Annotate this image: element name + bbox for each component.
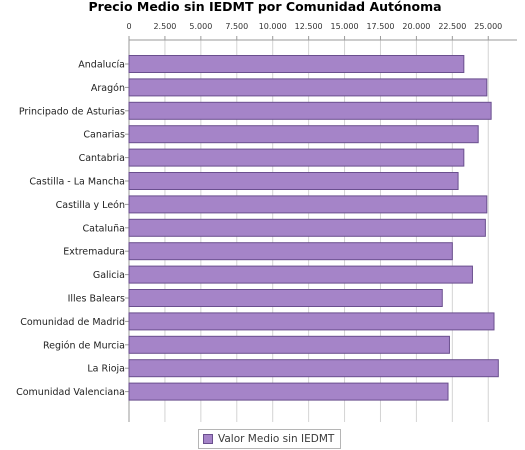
- bar: [128, 148, 465, 167]
- category-label: Canarias: [83, 130, 125, 141]
- x-tick-label: 22.500: [438, 22, 466, 31]
- x-tick-label: 5.000: [189, 22, 212, 31]
- legend-label: Valor Medio sin IEDMT: [218, 433, 335, 445]
- chart-title: Precio Medio sin IEDMT por Comunidad Aut…: [88, 0, 442, 14]
- category-label: Galicia: [93, 270, 125, 281]
- category-label: Andalucía: [78, 60, 125, 71]
- category-label: Comunidad de Madrid: [20, 317, 125, 328]
- x-tick-label: 20.000: [402, 22, 430, 31]
- x-tick-label: 0: [126, 22, 131, 31]
- bar: [128, 195, 488, 214]
- bar: [128, 312, 495, 331]
- category-label: Extremadura: [63, 247, 125, 258]
- category-label: Cantabria: [79, 153, 125, 164]
- bar: [128, 78, 488, 97]
- x-tick-label: 17.500: [366, 22, 394, 31]
- bar: [128, 289, 443, 307]
- category-label: Comunidad Valenciana: [16, 387, 125, 398]
- category-label: Cataluña: [82, 223, 125, 234]
- x-tick-label: 7.500: [225, 22, 248, 31]
- bar: [128, 335, 450, 354]
- x-tick-label: 25.000: [474, 22, 502, 31]
- bar: [128, 265, 473, 284]
- category-label: Región de Murcia: [43, 340, 125, 351]
- bar: [128, 218, 486, 237]
- bar: [128, 172, 459, 190]
- bar: [128, 125, 479, 144]
- bar: [128, 55, 465, 73]
- x-tick-label: 12.500: [295, 22, 323, 31]
- bar: [128, 101, 492, 120]
- category-label: Castilla - La Mancha: [29, 177, 125, 188]
- legend: Valor Medio sin IEDMT: [198, 429, 342, 449]
- bar: [128, 242, 453, 261]
- category-label: Aragón: [91, 83, 125, 94]
- category-label: La Rioja: [87, 364, 125, 375]
- bar: [128, 382, 449, 401]
- category-label: Illes Balears: [68, 294, 125, 305]
- category-label: Castilla y León: [56, 200, 125, 211]
- x-tick-label: 15.000: [331, 22, 359, 31]
- x-tick-label: 2.500: [153, 22, 176, 31]
- x-tick-label: 10.000: [259, 22, 287, 31]
- category-label: Principado de Asturias: [19, 106, 125, 117]
- bar: [128, 359, 499, 378]
- legend-swatch: [203, 434, 213, 444]
